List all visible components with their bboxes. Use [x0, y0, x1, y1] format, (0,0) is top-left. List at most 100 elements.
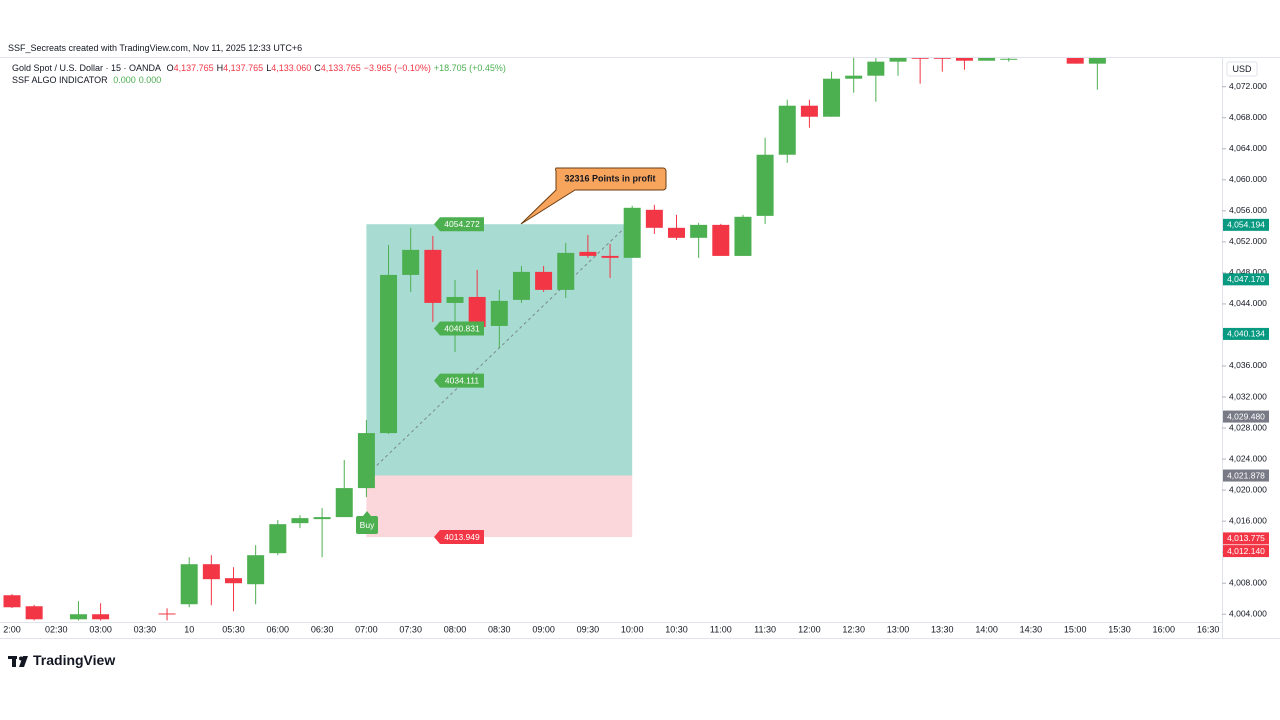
x-tick-label: 16:00 [1153, 624, 1176, 634]
level-tag [434, 321, 484, 336]
y-tick-label: 4,004.000 [1229, 608, 1267, 618]
watermark-title: SSF_Secreats created with TradingView.co… [8, 43, 303, 53]
brand: TradingView [33, 652, 115, 668]
logo-stem [12, 656, 16, 667]
indicator-name[interactable]: SSF ALGO INDICATOR [12, 75, 108, 85]
candle-body [933, 58, 951, 59]
x-tick-label: 14:30 [1020, 624, 1043, 634]
price-label: 4,040.134 [1227, 329, 1265, 339]
candle-body [380, 274, 398, 434]
indicator-value: 0.000 [113, 75, 136, 85]
candle-body [1088, 58, 1106, 64]
candle-body [535, 271, 553, 290]
currency-box[interactable] [1226, 61, 1258, 77]
candle-body [247, 555, 265, 585]
candle-body [734, 216, 752, 256]
callout-label: 32316 Points in profit [564, 173, 655, 183]
price-label: 4,047.170 [1227, 274, 1265, 284]
y-tick-label: 4,072.000 [1229, 81, 1267, 91]
candle-body [1066, 58, 1084, 64]
trend-line [372, 227, 625, 470]
symbol[interactable]: Gold Spot / U.S. Dollar · 15 · OANDA [12, 63, 162, 73]
x-tick-label: 16:30 [1197, 624, 1220, 634]
legend: Gold Spot / U.S. Dollar · 15 · OANDA O 4,… [12, 63, 509, 73]
stop-label: 4013.949 [444, 532, 480, 542]
y-tick-label: 4,024.000 [1229, 453, 1267, 463]
price-label-box [1223, 410, 1269, 423]
candle-body [335, 488, 353, 518]
candle-body [424, 249, 442, 303]
ohlc-item: C4,133.765 [314, 63, 361, 73]
price-label-box [1223, 545, 1269, 558]
y-tick-label: 4,068.000 [1229, 112, 1267, 122]
candle-body [623, 207, 641, 258]
x-tick-label: 06:00 [267, 624, 290, 634]
x-tick-label: 07:30 [399, 624, 422, 634]
candle-body [202, 564, 220, 580]
x-tick-label: 2:00 [3, 624, 21, 634]
candle-body [69, 614, 87, 620]
candle-body [158, 613, 176, 615]
candle-body [357, 433, 375, 489]
level-tag [434, 373, 484, 388]
candle-body [25, 606, 43, 620]
target-tag [434, 217, 484, 232]
y-tick-label: 4,036.000 [1229, 360, 1267, 370]
y-tick-label: 4,020.000 [1229, 484, 1267, 494]
price-label: 4,012.140 [1227, 546, 1265, 556]
x-tick-label: 05:30 [222, 624, 245, 634]
y-tick-label: 4,052.000 [1229, 236, 1267, 246]
x-tick-label: 10:30 [665, 624, 688, 634]
ohlc-key: O [166, 63, 174, 73]
candle-body [269, 524, 287, 554]
candle-body [313, 517, 331, 520]
x-tick-label: 09:30 [577, 624, 600, 634]
candle-body [446, 296, 464, 303]
candle-body [955, 58, 973, 61]
buy-tag [356, 516, 378, 534]
price-label-box [1223, 327, 1269, 340]
y-tick-label: 4,060.000 [1229, 174, 1267, 184]
ohlc-value: 4,133.060 [271, 63, 312, 73]
ohlc-key: C [314, 63, 321, 73]
currency: USD [1232, 64, 1252, 74]
y-tick-label: 4,032.000 [1229, 391, 1267, 401]
candle-body [180, 564, 198, 605]
callout [520, 167, 667, 225]
candle-body [291, 518, 309, 524]
x-tick-label: 15:30 [1108, 624, 1131, 634]
x-tick-label: 02:30 [45, 624, 68, 634]
level-label: 4034.111 [445, 375, 479, 385]
x-tick-label: 11:30 [754, 624, 776, 634]
indicator-value: 0.000 [138, 75, 162, 85]
price-label: 4,054.194 [1227, 220, 1265, 230]
buy-pointer [363, 511, 371, 516]
x-tick-label: 06:30 [311, 624, 334, 634]
indicator-legend: SSF ALGO INDICATOR 0.000 0.000 [12, 75, 164, 85]
stop-tag [434, 530, 484, 545]
candle-body [3, 595, 21, 608]
candle-body [978, 58, 996, 61]
y-tick-label: 4,056.000 [1229, 205, 1267, 215]
ohlc-item: L4,133.060 [266, 63, 311, 73]
y-tick-label: 4,064.000 [1229, 143, 1267, 153]
candle-body [800, 105, 818, 117]
x-tick-label: 10 [184, 624, 194, 634]
x-tick-label: 03:30 [134, 624, 157, 634]
candle-body [402, 249, 420, 275]
x-tick-label: 03:00 [89, 624, 112, 634]
candle-body [490, 300, 508, 326]
candle-body [889, 58, 907, 62]
buy-label: Buy [360, 520, 375, 530]
candle-body [1000, 58, 1018, 60]
y-tick-label: 4,028.000 [1229, 422, 1267, 432]
loss-zone [366, 475, 633, 538]
candle-body [778, 105, 796, 155]
candle-body [557, 252, 575, 290]
candle-body [668, 227, 685, 238]
x-tick-label: 13:00 [887, 624, 910, 634]
ohlc-key: L [266, 63, 272, 73]
candle-body [712, 224, 730, 256]
